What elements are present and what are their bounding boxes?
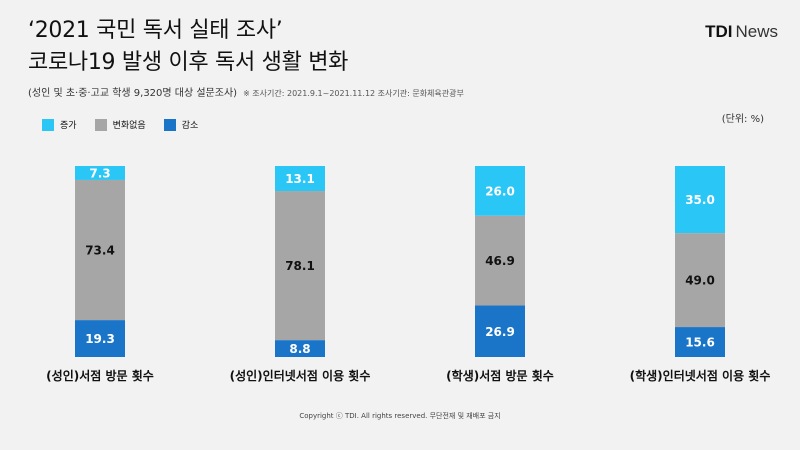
chart-title: ‘2021 국민 독서 실태 조사’ bbox=[28, 18, 283, 43]
bar-segment-increase bbox=[475, 166, 525, 216]
category-label: (학생)인터넷서점 이용 횟수 bbox=[630, 368, 771, 383]
legend-label-decrease: 감소 bbox=[181, 121, 199, 131]
legend: 증가 변화없음 감소 bbox=[42, 118, 198, 131]
legend-swatch-decrease bbox=[163, 118, 176, 131]
data-label-decrease: 19.3 bbox=[85, 332, 115, 346]
data-label-increase: 26.0 bbox=[485, 184, 515, 198]
data-label-no-change: 49.0 bbox=[685, 274, 715, 288]
bar-segment-decrease bbox=[475, 305, 525, 357]
bar-segment-increase bbox=[75, 166, 125, 180]
data-label-decrease: 26.9 bbox=[485, 325, 515, 339]
brand-tdi: TDI bbox=[705, 22, 733, 41]
bar-segment-increase bbox=[275, 166, 325, 192]
survey-description: (성인 및 초·중·고교 학생 9,320명 대상 설문조사) ※ 조사기간: 2… bbox=[28, 84, 464, 99]
data-label-increase: 13.1 bbox=[285, 172, 315, 186]
data-label-no-change: 73.4 bbox=[85, 244, 115, 258]
brand-news: News bbox=[735, 22, 778, 41]
legend-swatch-no-change bbox=[94, 118, 107, 131]
bar-segment-increase bbox=[675, 166, 725, 234]
legend-label-increase: 증가 bbox=[60, 121, 77, 131]
bar-segment-no-change bbox=[475, 215, 525, 306]
data-label-increase: 35.0 bbox=[685, 193, 715, 207]
survey-note: ※ 조사기간: 2021.9.1~2021.11.12 조사기관: 문화체육관광… bbox=[243, 89, 464, 98]
legend-label-no-change: 변화없음 bbox=[112, 121, 146, 131]
chart-subtitle: 코로나19 발생 이후 독서 생활 변화 bbox=[28, 50, 349, 75]
category-label: (학생)서점 방문 횟수 bbox=[446, 368, 554, 383]
legend-swatch-increase bbox=[42, 118, 54, 131]
category-label: (성인)인터넷서점 이용 횟수 bbox=[230, 368, 371, 383]
bar-segment-no-change bbox=[275, 191, 325, 341]
data-label-decrease: 8.8 bbox=[289, 342, 310, 356]
category-label: (성인)서점 방문 횟수 bbox=[46, 368, 154, 383]
data-label-decrease: 15.6 bbox=[685, 336, 715, 350]
data-label-no-change: 46.9 bbox=[485, 254, 515, 268]
bar-segment-no-change bbox=[675, 233, 725, 328]
bar-segment-no-change bbox=[75, 179, 125, 321]
unit-label: (단위: %) bbox=[721, 114, 764, 125]
bar-segment-decrease bbox=[675, 327, 725, 357]
brand-logo: TDI News bbox=[705, 22, 778, 42]
legend-item-no-change: 변화없음 bbox=[94, 118, 146, 131]
bar-segment-decrease bbox=[275, 340, 325, 357]
data-label-no-change: 78.1 bbox=[285, 259, 315, 273]
copyright-footer: Copyright ⓒ TDI. All rights reserved. 무단… bbox=[299, 412, 501, 420]
legend-item-increase: 증가 bbox=[42, 118, 77, 131]
legend-item-decrease: 감소 bbox=[163, 118, 199, 131]
data-label-increase: 7.3 bbox=[89, 166, 110, 180]
survey-scope: (성인 및 초·중·고교 학생 9,320명 대상 설문조사) bbox=[28, 88, 238, 99]
bar-segment-decrease bbox=[75, 320, 125, 357]
